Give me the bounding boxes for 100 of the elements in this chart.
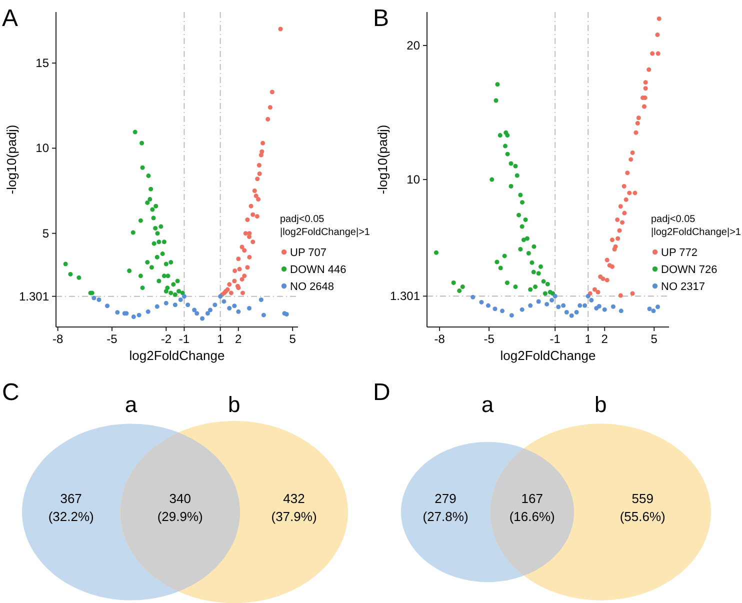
point — [146, 174, 151, 178]
chart-title: B — [373, 5, 390, 32]
point — [604, 258, 610, 262]
point — [240, 244, 244, 250]
point — [208, 308, 212, 312]
point — [138, 218, 143, 223]
y-tick-label: 10 — [406, 172, 420, 187]
point — [148, 197, 152, 202]
point — [505, 133, 510, 138]
point — [561, 303, 566, 308]
y-tick-label: 10 — [36, 141, 50, 156]
legend-label: DOWN 726 — [661, 264, 718, 276]
point — [236, 309, 241, 314]
point — [502, 254, 507, 258]
point — [248, 204, 254, 208]
point — [505, 152, 510, 156]
legend-label: NO 2317 — [661, 281, 706, 293]
y-tick-label: 1.301 — [390, 289, 420, 304]
point — [145, 200, 150, 205]
point — [205, 311, 210, 316]
point — [486, 303, 490, 308]
point — [127, 268, 132, 274]
point — [172, 302, 178, 308]
point — [150, 207, 155, 212]
legend-title: padj<0.05 |log2FoldChange|>1 — [651, 214, 742, 238]
x-tick-label: 1 — [584, 332, 592, 346]
point — [582, 303, 588, 308]
point — [153, 226, 158, 230]
point — [625, 170, 630, 176]
point — [256, 162, 262, 168]
legend-label: NO 2648 — [290, 281, 334, 293]
x-tick-label: -1 — [178, 332, 190, 346]
x-tick-label: 2 — [601, 332, 608, 346]
point — [149, 265, 154, 270]
point — [607, 263, 612, 268]
point — [175, 278, 180, 284]
point — [630, 150, 635, 155]
point — [132, 130, 138, 134]
point — [236, 256, 241, 262]
point — [604, 278, 610, 282]
point — [148, 186, 154, 192]
legend-title: padj<0.05 |log2FoldChange|>1 — [280, 214, 370, 238]
x-axis-title: log2FoldChange — [129, 348, 225, 363]
point — [518, 247, 523, 252]
point — [589, 298, 594, 302]
point — [146, 309, 150, 314]
point — [610, 238, 614, 242]
point — [152, 241, 156, 246]
point — [520, 224, 524, 229]
point — [508, 184, 514, 189]
point — [642, 104, 646, 109]
x-tick-label: 5 — [650, 332, 658, 346]
point — [542, 291, 548, 296]
point — [532, 244, 536, 249]
point — [227, 306, 232, 311]
point — [545, 282, 550, 286]
point — [268, 105, 272, 110]
point — [154, 304, 160, 309]
point — [105, 304, 110, 308]
chart-title: A — [2, 5, 18, 32]
point — [630, 291, 635, 296]
point — [250, 240, 256, 244]
data-label: 432 (37.9%) — [271, 491, 317, 524]
point — [650, 51, 655, 56]
point — [182, 294, 186, 299]
point — [528, 287, 533, 292]
point — [227, 282, 232, 287]
point — [526, 251, 531, 256]
point — [617, 228, 622, 233]
point — [460, 284, 465, 290]
legend-label: UP 707 — [290, 247, 326, 259]
point — [260, 140, 266, 146]
x-tick-label: -8 — [434, 332, 446, 346]
point — [240, 277, 244, 282]
y-tick-label: 15 — [36, 56, 50, 70]
point — [492, 306, 498, 312]
point — [552, 294, 558, 298]
point — [138, 274, 143, 278]
point — [156, 278, 162, 284]
point — [636, 116, 641, 120]
text: b — [594, 392, 607, 417]
point — [232, 278, 237, 284]
point — [521, 238, 526, 242]
point — [243, 231, 248, 236]
x-axis-title: log2FoldChange — [500, 348, 596, 363]
point — [494, 260, 500, 264]
point — [602, 307, 607, 312]
point — [176, 288, 182, 294]
point — [498, 133, 502, 138]
point — [154, 254, 160, 260]
point — [457, 288, 462, 294]
text: a — [124, 392, 138, 417]
point — [258, 298, 264, 302]
point — [168, 260, 174, 265]
point — [628, 157, 634, 162]
point — [655, 32, 660, 38]
point — [508, 161, 514, 166]
point — [550, 298, 554, 302]
point — [620, 220, 625, 225]
point — [166, 274, 170, 278]
